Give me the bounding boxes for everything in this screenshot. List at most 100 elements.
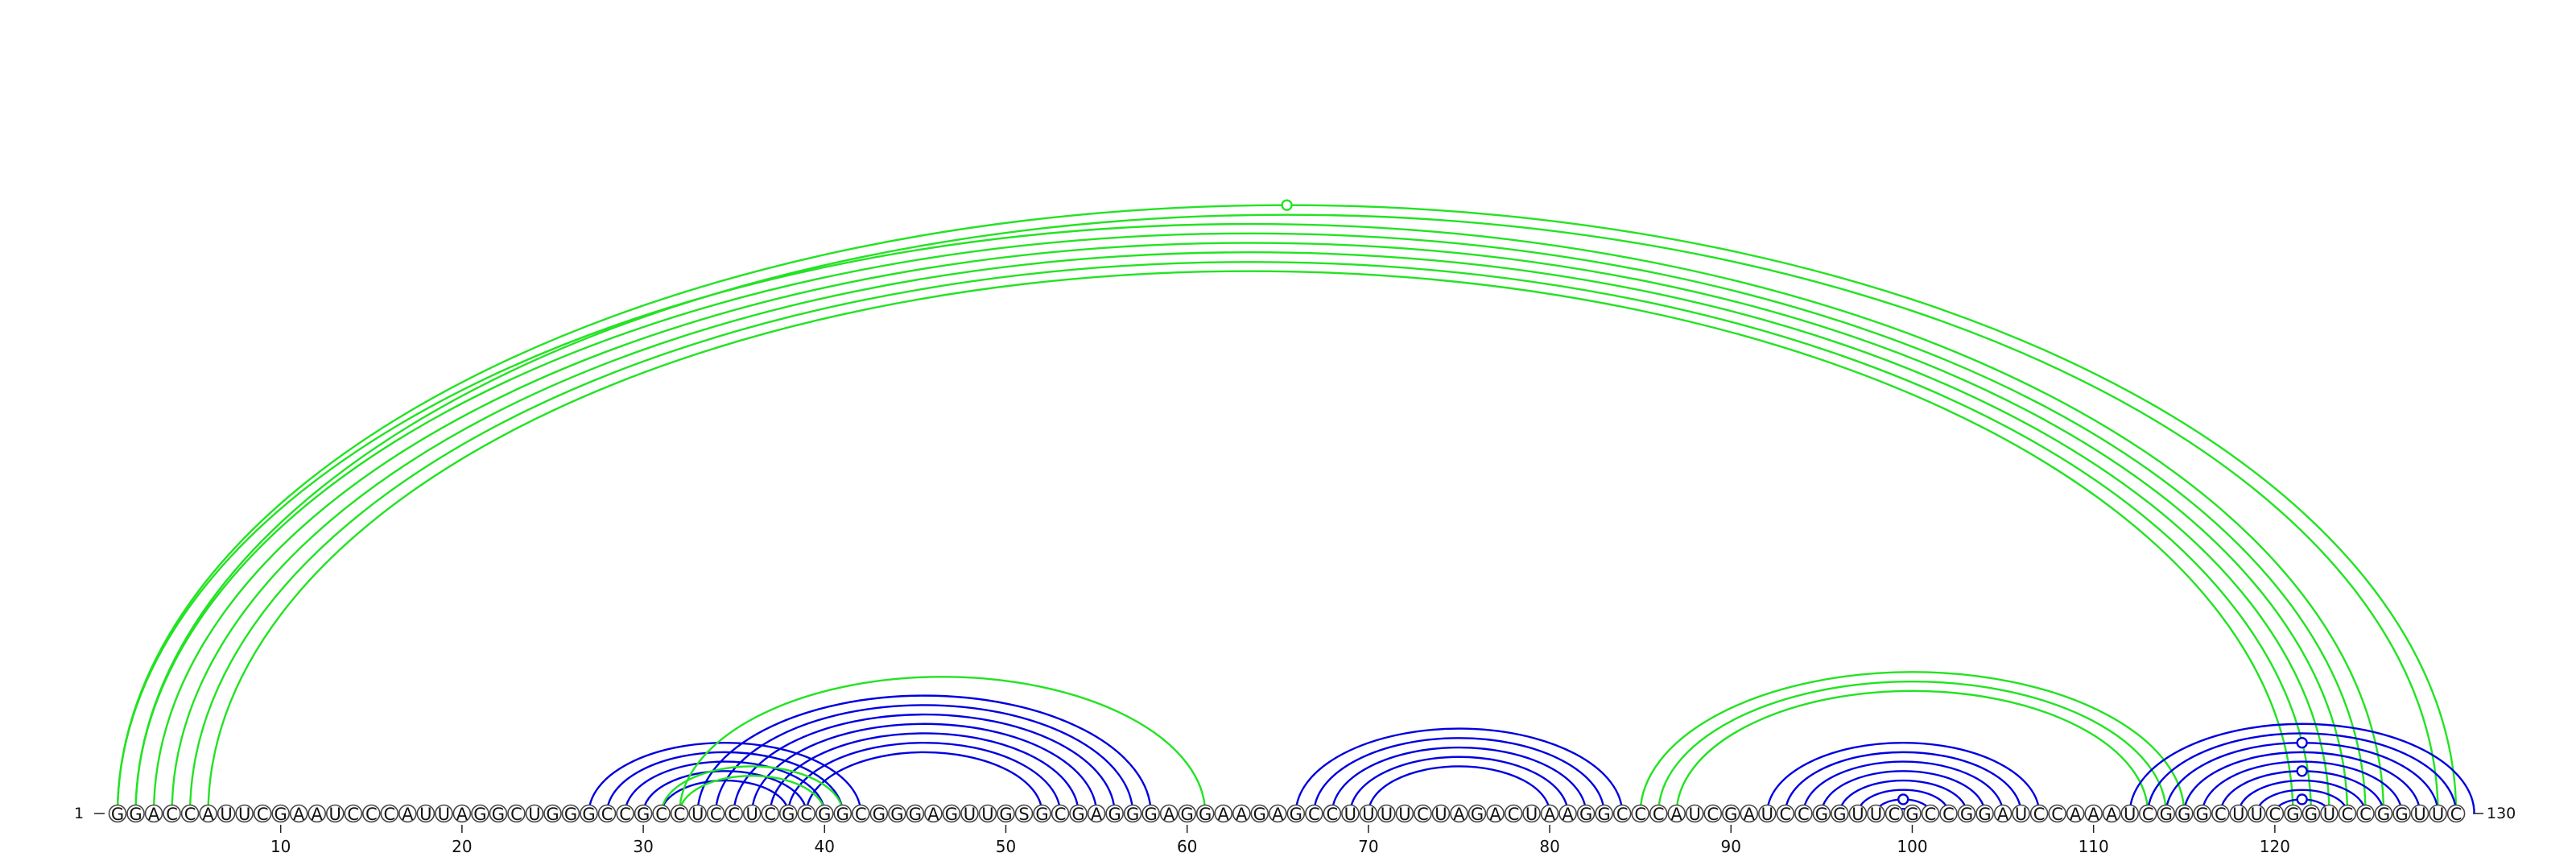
nucleotide-letter: A	[202, 805, 214, 824]
nucleotide-letter: A	[927, 805, 939, 824]
base-pair-arc	[787, 742, 1062, 814]
base-pair-arc	[624, 760, 826, 814]
nucleotide-letter: G	[1815, 805, 1828, 824]
nucleotide: C	[1885, 804, 1904, 824]
nucleotide-circle	[815, 804, 834, 823]
nucleotide-letter: C	[764, 805, 776, 824]
nucleotide-circle	[1250, 804, 1269, 823]
nucleotide-circle	[1595, 804, 1613, 823]
nucleotide-circle	[2446, 804, 2466, 823]
nucleotide-letter: G	[1071, 805, 1084, 824]
nucleotide-circle	[906, 804, 925, 823]
nucleotide-letter: G	[999, 805, 1012, 824]
nucleotide-circle	[1468, 804, 1487, 823]
nucleotide: G	[2392, 804, 2411, 824]
nucleotide-letter: A	[1744, 805, 1756, 824]
base-pair-arc	[1639, 671, 2186, 814]
base-pair-arc	[642, 770, 807, 814]
nucleotide: G	[2284, 804, 2302, 824]
nucleotide-letter: G	[582, 805, 595, 824]
arc-marker	[2296, 793, 2308, 805]
base-pair-arc	[751, 722, 1098, 814]
nucleotide: G	[108, 804, 127, 824]
nucleotide: A	[1087, 804, 1106, 824]
base-pair-arc	[696, 694, 1152, 814]
nucleotide-circle	[471, 804, 489, 823]
nucleotide-circle	[1703, 804, 1723, 823]
nucleotide: G	[2301, 804, 2321, 824]
nucleotide-circle	[2410, 804, 2429, 823]
nucleotide-letter: G	[2160, 805, 2173, 824]
nucleotide-letter: U	[1852, 805, 1864, 824]
nucleotide-circle	[2193, 804, 2212, 823]
nucleotide-letter: C	[1055, 805, 1067, 824]
nucleotide-circle	[2248, 804, 2266, 823]
nucleotide: A	[1450, 804, 1468, 824]
nucleotide: G	[1141, 804, 1160, 824]
nucleotide-letter: U	[1689, 805, 1701, 824]
base-pair-arc	[605, 751, 844, 814]
nucleotide: U	[217, 804, 236, 824]
nucleotide: U	[1685, 804, 1704, 824]
nucleotide: G	[634, 804, 653, 824]
nucleotide-circle	[869, 804, 889, 823]
base-pair-arc	[1839, 779, 1968, 814]
base-pair-arc	[1784, 751, 2022, 814]
nucleotide: U	[1395, 804, 1414, 824]
nucleotide: C	[1504, 804, 1523, 824]
nucleotide-circle	[561, 804, 580, 823]
nucleotide-letter: G	[2196, 805, 2209, 824]
nucleotide-circle	[2265, 804, 2285, 823]
nucleotide-letter: A	[1236, 805, 1248, 824]
nucleotide-circle	[2356, 804, 2375, 823]
nucleotide-circle	[489, 804, 508, 823]
nucleotide-circle	[1414, 804, 1432, 823]
nucleotide-letter: A	[1671, 805, 1683, 824]
nucleotide-circle	[1359, 804, 1378, 823]
nucleotide-letter: U	[1398, 805, 1410, 824]
nucleotide-letter: C	[347, 805, 359, 824]
nucleotide: A	[308, 804, 327, 824]
nucleotide-circle	[997, 804, 1015, 823]
base-pair-arc	[1766, 742, 2041, 814]
nucleotide: G	[1105, 804, 1124, 824]
arc-marker	[2296, 736, 2308, 749]
nucleotide-letter: G	[546, 805, 559, 824]
nucleotide: C	[2138, 804, 2157, 824]
base-pair-arc	[769, 732, 1080, 814]
nucleotide: C	[344, 804, 363, 824]
nucleotide-circle	[507, 804, 526, 823]
nucleotide-letter: C	[383, 805, 395, 824]
nucleotide: A	[144, 804, 163, 824]
nucleotide: C	[616, 804, 634, 824]
nucleotide-circle	[325, 804, 345, 823]
nucleotide-circle	[144, 804, 163, 823]
nucleotide-letter: S	[1018, 805, 1029, 824]
nucleotide-circle	[1794, 804, 1813, 823]
nucleotide-letter: A	[2106, 805, 2118, 824]
base-pair-arc	[588, 742, 862, 814]
nucleotide: A	[2102, 804, 2121, 824]
nucleotide: A	[398, 804, 417, 824]
nucleotide: G	[580, 804, 598, 824]
base-pair-arcs	[116, 199, 2475, 814]
nucleotide-circle	[652, 804, 671, 823]
nucleotide-circle	[1885, 804, 1904, 823]
nucleotide-circle	[2392, 804, 2411, 823]
nucleotide-letter: G	[1833, 805, 1846, 824]
nucleotide-circle	[2429, 804, 2447, 823]
nucleotide-circle	[308, 804, 327, 823]
nucleotide: U	[435, 804, 453, 824]
tick-label: 20	[452, 837, 472, 856]
nucleotide-circle	[163, 804, 181, 823]
nucleotide: U	[2429, 804, 2447, 824]
nucleotide: U	[235, 804, 254, 824]
base-pair-arc	[714, 704, 1134, 814]
nucleotide: G	[1957, 804, 1976, 824]
start-position-label: 1	[74, 805, 84, 822]
nucleotide-letter: U	[2015, 805, 2027, 824]
nucleotide-letter: C	[855, 805, 867, 824]
nucleotide-letter: C	[2359, 805, 2372, 824]
nucleotide-letter: U	[1761, 805, 1773, 824]
